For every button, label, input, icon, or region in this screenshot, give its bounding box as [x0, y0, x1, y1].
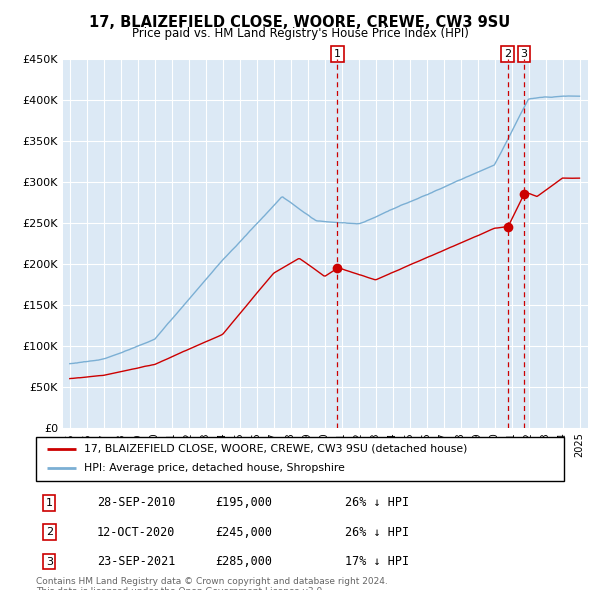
Text: 17, BLAIZEFIELD CLOSE, WOORE, CREWE, CW3 9SU: 17, BLAIZEFIELD CLOSE, WOORE, CREWE, CW3… — [89, 15, 511, 30]
Text: 12-OCT-2020: 12-OCT-2020 — [97, 526, 175, 539]
Text: 1: 1 — [46, 498, 53, 508]
Text: 26% ↓ HPI: 26% ↓ HPI — [345, 526, 409, 539]
Text: 2: 2 — [504, 49, 511, 59]
Text: £245,000: £245,000 — [215, 526, 272, 539]
Text: 1: 1 — [334, 49, 341, 59]
Text: 26% ↓ HPI: 26% ↓ HPI — [345, 496, 409, 509]
Text: 17% ↓ HPI: 17% ↓ HPI — [345, 555, 409, 568]
Text: 28-SEP-2010: 28-SEP-2010 — [97, 496, 175, 509]
Text: HPI: Average price, detached house, Shropshire: HPI: Average price, detached house, Shro… — [83, 464, 344, 473]
Text: £285,000: £285,000 — [215, 555, 272, 568]
Text: Contains HM Land Registry data © Crown copyright and database right 2024.
This d: Contains HM Land Registry data © Crown c… — [36, 577, 388, 590]
Text: 2: 2 — [46, 527, 53, 537]
FancyBboxPatch shape — [36, 437, 564, 481]
Text: 3: 3 — [520, 49, 527, 59]
Text: 3: 3 — [46, 556, 53, 566]
Text: Price paid vs. HM Land Registry's House Price Index (HPI): Price paid vs. HM Land Registry's House … — [131, 27, 469, 40]
Text: 23-SEP-2021: 23-SEP-2021 — [97, 555, 175, 568]
Text: £195,000: £195,000 — [215, 496, 272, 509]
Text: 17, BLAIZEFIELD CLOSE, WOORE, CREWE, CW3 9SU (detached house): 17, BLAIZEFIELD CLOSE, WOORE, CREWE, CW3… — [83, 444, 467, 454]
